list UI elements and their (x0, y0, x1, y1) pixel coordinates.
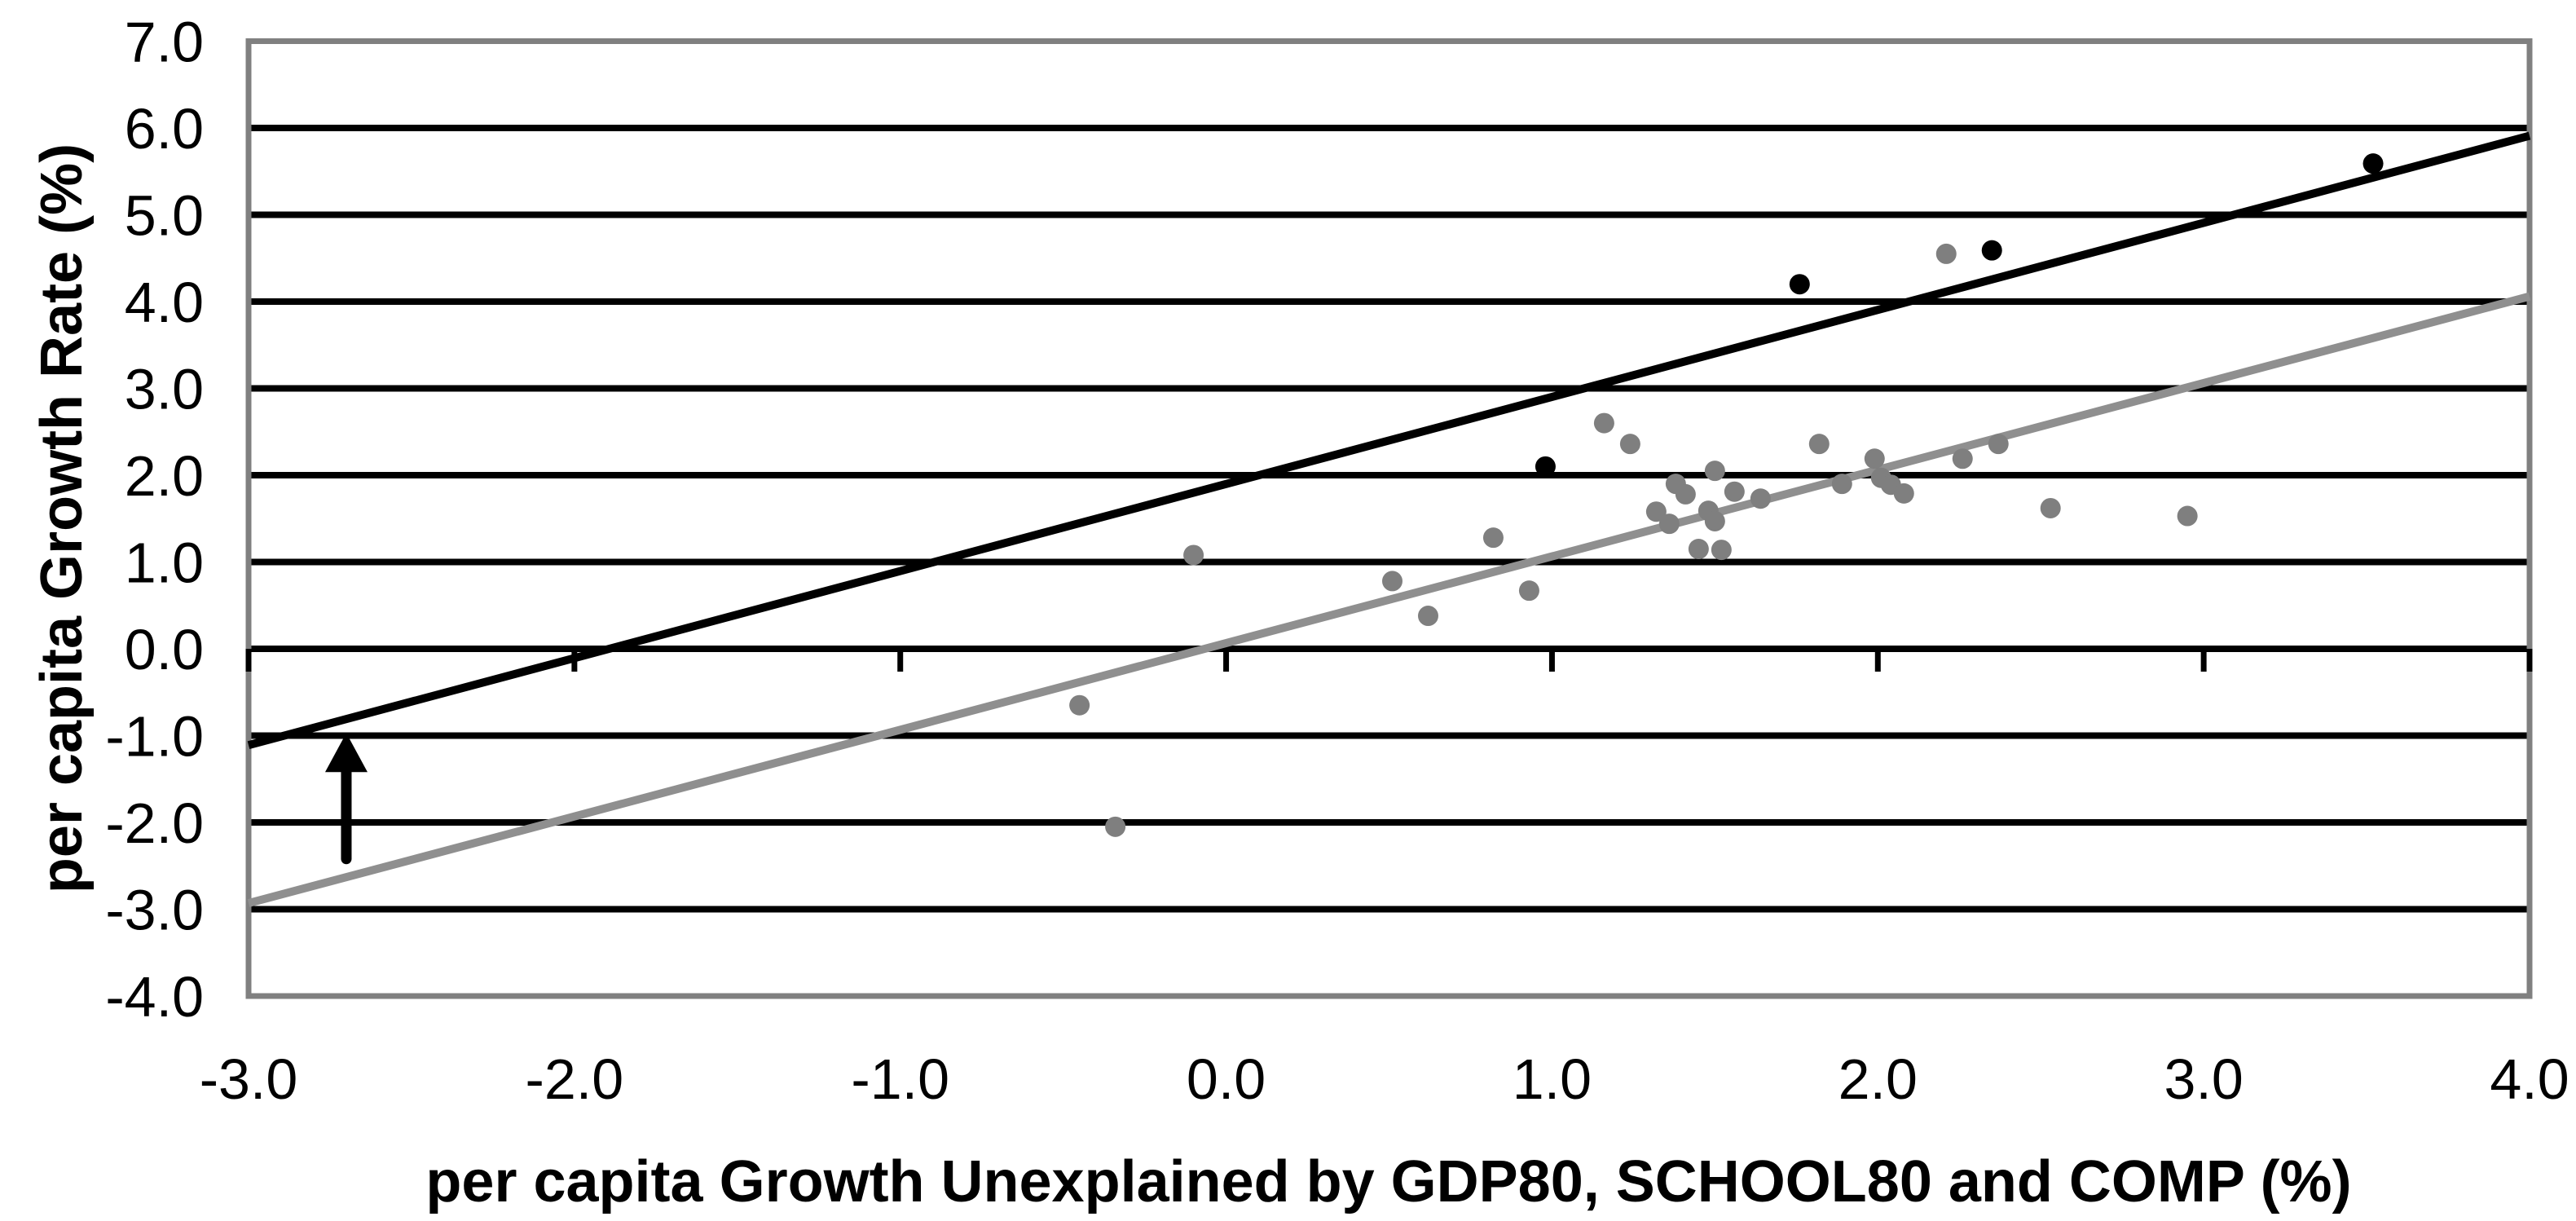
x-tick-label-3.0: 3.0 (2164, 1047, 2243, 1111)
growth-observations-gray-point-13 (1688, 539, 1709, 560)
x-axis-title: per capita Growth Unexplained by GDP80, … (425, 1149, 2351, 1214)
growth-observations-gray-point-1 (1105, 816, 1126, 837)
growth-observations-gray-point-29 (2040, 497, 2061, 518)
growth-observations-gray-point-21 (1831, 474, 1852, 495)
y-tick-label-0.0: 0.0 (125, 618, 204, 681)
lower-trend-line (247, 292, 2531, 907)
growth-observations-gray-point-16 (1704, 510, 1725, 531)
y-tick-label--3.0: -3.0 (105, 879, 204, 942)
growth-observations-black-point-0 (1535, 456, 1556, 477)
x-tick-label-4.0: 4.0 (2490, 1047, 2569, 1111)
y-tick-label-3.0: 3.0 (125, 358, 204, 421)
x-tick-label-2.0: 2.0 (1838, 1047, 1918, 1111)
y-tick-label-6.0: 6.0 (125, 97, 204, 161)
y-tick-label-4.0: 4.0 (125, 271, 204, 334)
growth-observations-gray-point-28 (1988, 434, 2009, 455)
growth-observations-black-point-2 (1981, 240, 2002, 261)
x-tick-label-1.0: 1.0 (1513, 1047, 1592, 1111)
growth-observations-gray-point-20 (1808, 434, 1830, 455)
y-axis-title: per capita Growth Rate (%) (29, 143, 95, 893)
growth-observations-gray-point-3 (1381, 571, 1402, 592)
x-tick-label--2.0: -2.0 (526, 1047, 624, 1111)
growth-observations-gray-point-15 (1704, 461, 1725, 482)
growth-observations-gray-point-25 (1893, 483, 1914, 504)
growth-observations-gray-point-27 (1952, 448, 1973, 469)
y-tick-label--4.0: -4.0 (105, 965, 204, 1029)
growth-observations-gray-point-6 (1518, 580, 1539, 602)
axis-labels: 7.0 6.0 5.0 4.0 3.0 2.0 1.0 0.0 -1.0 -2.0 -3.0 -4.0… (105, 11, 2569, 1112)
x-tick-label--1.0: -1.0 (851, 1047, 949, 1111)
y-tick-label-2.0: 2.0 (125, 444, 204, 508)
growth-observations-gray-point-4 (1417, 606, 1438, 627)
growth-observations-black-point-3 (2362, 153, 2384, 174)
x-tick-label--3.0: -3.0 (200, 1047, 298, 1111)
growth-observations-gray-point-2 (1183, 544, 1204, 566)
growth-observations-gray-point-17 (1711, 540, 1732, 561)
upper-trend-line (247, 131, 2531, 750)
growth-observations-gray-point-7 (1593, 412, 1614, 434)
plot-area (245, 38, 2533, 999)
y-tick-label-1.0: 1.0 (125, 531, 204, 595)
plot-border (245, 38, 2533, 999)
growth-observations-black-point-1 (1789, 274, 1810, 295)
growth-observations-gray-point-9 (1645, 501, 1667, 522)
growth-observations-gray-point-8 (1619, 434, 1640, 455)
annotation-up-arrow-0 (324, 733, 368, 865)
growth-observations-gray-point-5 (1482, 527, 1504, 549)
growth-observations-gray-point-26 (1935, 243, 1957, 264)
growth-observations-gray-point-10 (1658, 514, 1680, 535)
y-tick-label--1.0: -1.0 (105, 705, 204, 769)
growth-observations-gray-point-30 (2177, 505, 2198, 527)
growth-observations-gray-point-0 (1069, 694, 1090, 716)
growth-observations-gray-point-18 (1724, 481, 1745, 502)
x-tick-label-0.0: 0.0 (1187, 1047, 1266, 1111)
y-tick-label-5.0: 5.0 (125, 184, 204, 248)
up-arrow-head (324, 733, 368, 773)
growth-observations-gray-point-19 (1750, 488, 1771, 509)
y-tick-label--2.0: -2.0 (105, 791, 204, 855)
growth-observations-gray-point-22 (1864, 448, 1885, 469)
growth-observations-gray-point-12 (1675, 483, 1696, 505)
y-tick-label-7.0: 7.0 (125, 11, 204, 74)
